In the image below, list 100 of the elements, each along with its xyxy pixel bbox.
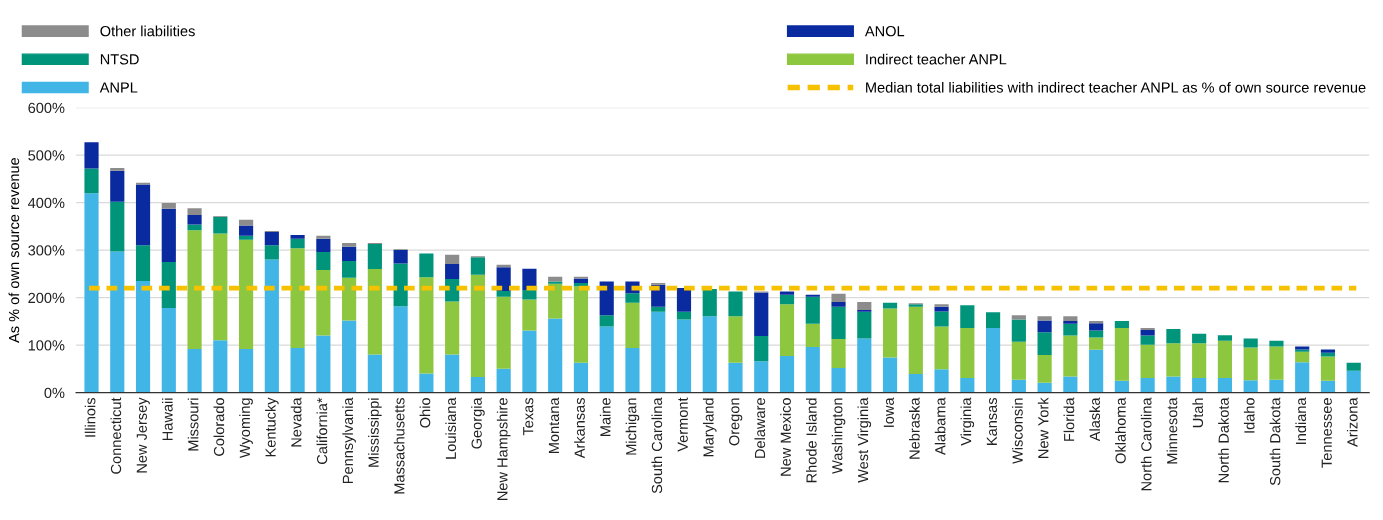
- bar: [187, 348, 202, 393]
- bar: [238, 239, 254, 349]
- bar: [1011, 315, 1026, 320]
- bar: [882, 302, 898, 309]
- y-tick-label: 100%: [28, 340, 65, 351]
- bar: [238, 225, 254, 236]
- bar: [1063, 323, 1078, 336]
- bar: [110, 170, 125, 202]
- bar: [342, 261, 357, 278]
- bar: [831, 293, 846, 302]
- bar: [702, 316, 717, 393]
- x-tick-label: Washington: [831, 398, 846, 474]
- bar: [779, 291, 795, 295]
- bar: [187, 230, 202, 349]
- x-tick-label: Indiana: [1295, 397, 1307, 444]
- bar: [1063, 316, 1078, 321]
- bar: [316, 270, 331, 336]
- x-tick-label: Massachusetts: [393, 397, 405, 494]
- x-tick-label: Rhode Island: [805, 398, 817, 483]
- x-tick-label: Illinois: [84, 397, 96, 437]
- bar: [419, 277, 434, 374]
- x-tick-label: Arizona: [1346, 397, 1358, 447]
- x-tick-label: Minnesota: [1166, 397, 1178, 464]
- bar: [831, 367, 846, 393]
- bar: [419, 373, 434, 393]
- bar: [1089, 349, 1104, 393]
- bar: [445, 301, 460, 355]
- y-axis-title: As % of own source revenue: [8, 157, 20, 343]
- bar: [805, 296, 820, 324]
- x-tick-label: South Dakota: [1269, 397, 1281, 486]
- bar: [264, 232, 279, 246]
- bar: [135, 280, 151, 393]
- y-tick-label: 200%: [28, 292, 65, 304]
- bar: [1320, 349, 1336, 353]
- x-tick-label: Tennessee: [1321, 398, 1332, 468]
- bar: [135, 245, 151, 281]
- bar: [470, 257, 485, 275]
- bar: [522, 330, 537, 393]
- bar: [1114, 328, 1129, 381]
- bar: [934, 306, 949, 312]
- bar: [934, 369, 949, 393]
- bar: [1063, 376, 1078, 393]
- x-tick-label: Colorado: [213, 398, 225, 456]
- bar: [1089, 323, 1104, 331]
- bar: [779, 304, 795, 357]
- x-tick-label: Wisconsin: [1012, 398, 1023, 464]
- bar: [960, 328, 975, 378]
- bar: [419, 253, 434, 278]
- bar: [960, 377, 975, 393]
- x-tick-label: Louisiana: [445, 397, 457, 459]
- bar: [882, 357, 898, 393]
- bar: [367, 243, 382, 270]
- bar: [1140, 377, 1155, 393]
- x-tick-label: Maine: [599, 398, 611, 436]
- bar: [1192, 377, 1207, 393]
- bar: [625, 293, 640, 303]
- bar: [264, 245, 279, 260]
- bar: [496, 296, 511, 369]
- bar: [1011, 379, 1026, 393]
- bar: [1114, 320, 1129, 329]
- x-tick-label: Hawaii: [162, 398, 173, 441]
- bar: [316, 238, 331, 253]
- y-tick-label: 500%: [28, 150, 65, 161]
- y-tick-label: 300%: [28, 245, 65, 256]
- bar: [316, 335, 331, 393]
- x-tick-label: Georgia: [471, 397, 485, 449]
- bar: [135, 184, 151, 246]
- bar: [1346, 370, 1361, 393]
- bar: [342, 243, 357, 247]
- legend-label: Other liabilities: [100, 25, 195, 37]
- bar: [213, 233, 228, 341]
- x-tick-label: North Dakota: [1218, 397, 1229, 483]
- bar: [522, 290, 537, 300]
- x-tick-label: New Hampshire: [496, 398, 511, 500]
- x-tick-label: Oklahoma: [1115, 397, 1126, 464]
- bar: [1063, 335, 1078, 377]
- bar: [754, 361, 769, 393]
- bar: [393, 306, 408, 393]
- x-tick-label: Nevada: [290, 397, 302, 447]
- bar: [187, 208, 202, 215]
- bar: [1320, 380, 1336, 393]
- bar: [238, 348, 254, 393]
- x-tick-label: Vermont: [677, 397, 688, 452]
- bar: [548, 281, 563, 284]
- bar: [1217, 377, 1232, 393]
- bar: [1217, 340, 1232, 378]
- bar: [882, 308, 898, 358]
- bar: [676, 288, 692, 312]
- bar: [934, 326, 949, 370]
- x-tick-label: Kansas: [986, 397, 997, 445]
- bar: [651, 306, 666, 312]
- x-tick-label: Ohio: [419, 398, 431, 428]
- bar: [651, 311, 666, 393]
- bar: [1166, 343, 1181, 377]
- bar: [1089, 330, 1104, 338]
- bar: [934, 311, 949, 327]
- bar: [1166, 328, 1181, 344]
- bar: [960, 305, 975, 329]
- x-tick-label: Pennsylvania: [342, 397, 356, 484]
- bar: [857, 301, 872, 310]
